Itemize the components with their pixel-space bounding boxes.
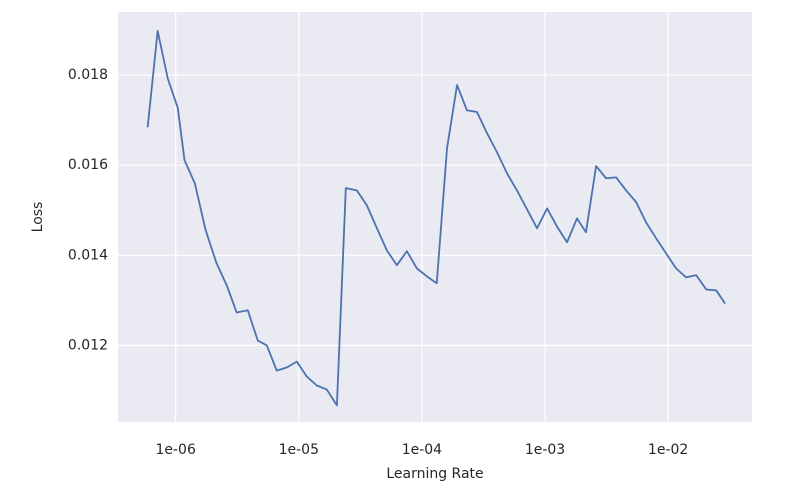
x-tick-label: 1e-02 <box>648 442 688 458</box>
plot-area <box>118 12 752 422</box>
x-tick-label: 1e-04 <box>402 442 442 458</box>
x-tick-label: 1e-05 <box>279 442 319 458</box>
x-tick-label: 1e-03 <box>525 442 565 458</box>
line-series <box>146 30 726 407</box>
x-tick-label: 1e-06 <box>155 442 195 458</box>
y-axis-label: Loss <box>30 202 46 233</box>
y-tick-label: 0.018 <box>68 67 108 83</box>
y-tick-label: 0.014 <box>68 247 108 263</box>
y-tick-label: 0.012 <box>68 337 108 353</box>
y-tick-label: 0.016 <box>68 157 108 173</box>
x-axis-label: Learning Rate <box>386 466 483 482</box>
